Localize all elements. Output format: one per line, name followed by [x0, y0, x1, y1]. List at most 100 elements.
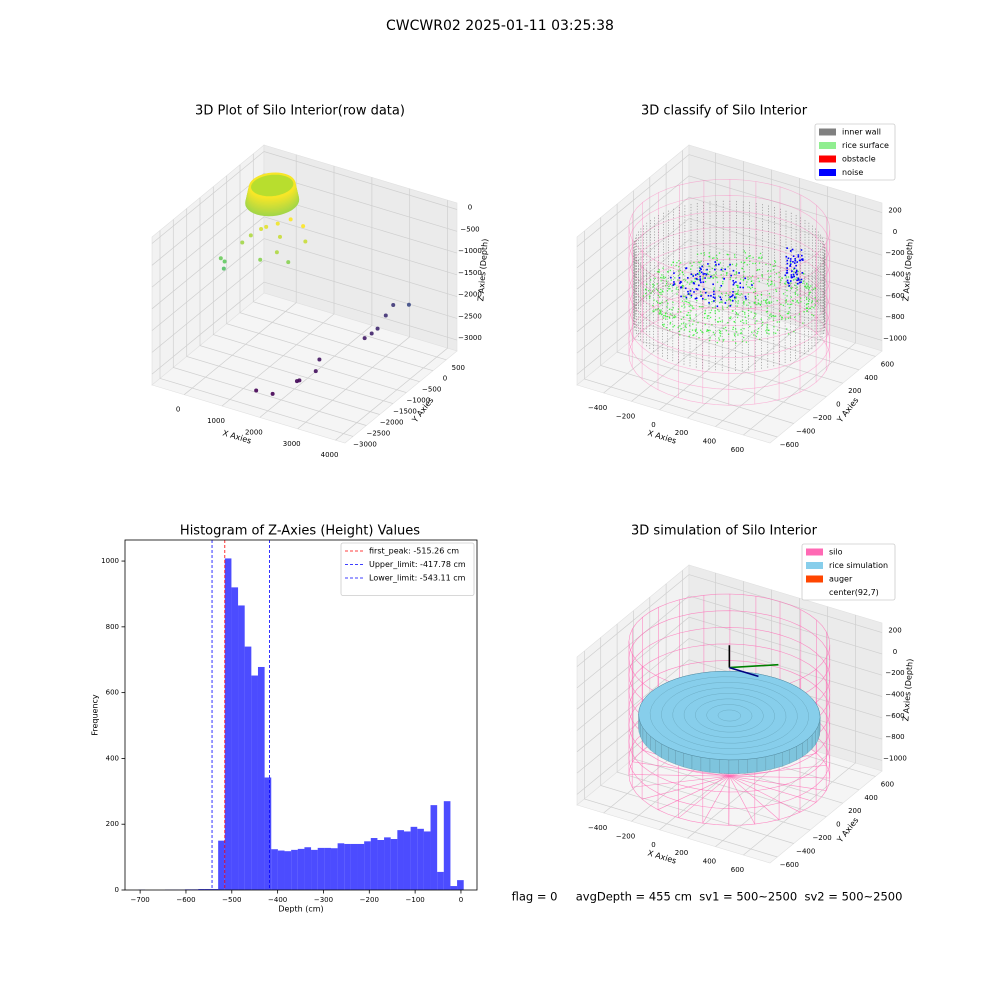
rice-point: [713, 334, 716, 336]
rice-point: [718, 295, 720, 297]
x-tick-label: −300: [314, 896, 333, 904]
rice-point: [774, 260, 776, 262]
rice-point: [703, 254, 706, 256]
rice-point: [791, 299, 794, 302]
rice-point: [672, 326, 674, 328]
silo-ring: [628, 210, 831, 310]
y-tick-label: 800: [106, 623, 119, 631]
rice-point: [722, 282, 724, 285]
histogram-bar: [311, 849, 318, 890]
x-tick-label: −500: [222, 896, 241, 904]
noise-point: [699, 267, 702, 270]
noise-point: [739, 286, 742, 289]
y-tick-label: 200: [848, 387, 861, 395]
rice-point: [688, 320, 690, 322]
rice-point: [658, 269, 660, 271]
rice-point: [730, 304, 732, 306]
rice-point: [768, 301, 770, 303]
rice-point: [696, 300, 698, 302]
rice-point: [716, 341, 718, 344]
rice-point: [791, 303, 793, 305]
rice-point: [672, 316, 674, 319]
rice-point: [702, 278, 704, 280]
rice-point: [698, 266, 701, 268]
silo-spoke: [678, 775, 730, 819]
rice-point: [706, 315, 709, 317]
rice-point: [727, 333, 730, 335]
rice-point: [724, 294, 727, 297]
rice-point: [754, 290, 757, 292]
noise-point: [699, 275, 701, 278]
noise-point: [733, 296, 736, 299]
rice-point: [658, 291, 661, 294]
noise-point: [789, 250, 792, 252]
noise-point: [795, 269, 798, 272]
rice-point: [758, 256, 760, 259]
rice-point: [660, 280, 662, 282]
rice-point: [672, 307, 674, 309]
rice-point: [780, 303, 782, 306]
y-tick-label: 500: [452, 364, 465, 372]
rice-point: [754, 262, 757, 265]
y-tick-label: 400: [106, 754, 119, 762]
rice-point: [661, 323, 664, 326]
rice-point: [743, 262, 745, 264]
rice-point: [656, 300, 658, 302]
rice-point: [762, 321, 764, 323]
rice-point: [688, 335, 690, 338]
grid-line: [584, 651, 778, 858]
noise-point: [784, 274, 787, 277]
rice-point: [671, 314, 673, 316]
silo-spoke: [729, 764, 827, 777]
rice-point: [658, 302, 661, 305]
pane-floor: [576, 292, 883, 444]
z-tick-label: 0: [468, 204, 472, 212]
legend-patch: [819, 128, 836, 136]
rice-point: [810, 285, 812, 287]
rice-point: [669, 329, 671, 331]
rice-point: [750, 277, 752, 279]
rice-point: [650, 292, 652, 294]
point: [391, 303, 396, 308]
rice-point: [652, 286, 654, 288]
rice-point: [685, 323, 687, 325]
legend-patch: [819, 142, 836, 149]
rice-point: [761, 274, 763, 276]
rice-point: [685, 326, 687, 329]
y-tick-label: 600: [881, 780, 894, 788]
rice-point: [740, 293, 743, 295]
noise-point: [715, 264, 717, 266]
silo-spoke: [702, 776, 730, 824]
rice-point: [664, 276, 667, 279]
rice-point: [812, 315, 815, 317]
rice-point: [745, 322, 748, 324]
rice-point: [806, 303, 808, 305]
noise-point: [704, 277, 706, 279]
rice-point: [721, 301, 723, 303]
x-tick-label: 0: [176, 406, 180, 414]
rice-point: [729, 278, 731, 281]
noise-point: [742, 286, 744, 289]
rice-point: [706, 330, 708, 332]
histogram-bar: [198, 889, 205, 890]
rice-point: [758, 257, 760, 259]
noise-point: [786, 267, 788, 269]
y-tick-label: 0: [836, 821, 840, 829]
rice-point: [766, 302, 768, 305]
rice-point: [790, 296, 792, 298]
rice-point: [668, 316, 671, 318]
noise-point: [738, 272, 740, 274]
noise-point: [705, 273, 708, 276]
rice-point: [719, 262, 722, 264]
legend-label: silo: [829, 548, 843, 557]
rice-point: [735, 342, 737, 344]
rice-point: [669, 313, 671, 315]
grid-line: [600, 637, 794, 844]
rice-point: [808, 286, 811, 289]
noise-point: [729, 296, 732, 298]
rice-point: [709, 329, 711, 332]
grid-line: [239, 164, 434, 372]
rice-point: [696, 332, 698, 334]
rice-point: [698, 271, 700, 274]
rice-point: [653, 299, 655, 301]
